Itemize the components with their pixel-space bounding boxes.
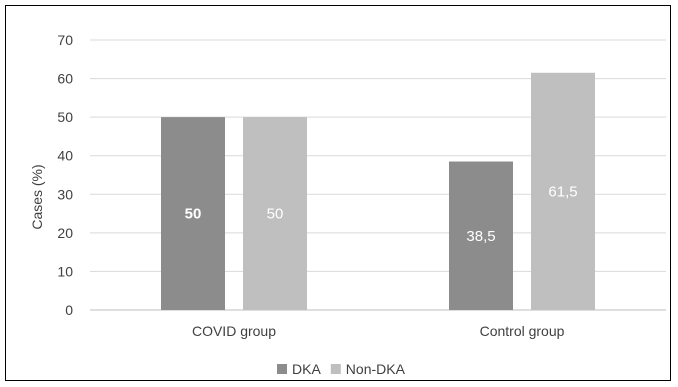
legend: DKA Non-DKA: [277, 361, 406, 377]
bar-dka-2: [449, 161, 513, 310]
y-tick-label-20: 20: [57, 225, 73, 241]
y-tick-label-40: 40: [57, 148, 73, 164]
data-label-non-dka-2: 61,5: [548, 183, 577, 200]
x-axis-categories: COVID group Control group: [192, 323, 565, 339]
y-tick-label-30: 30: [57, 186, 73, 202]
legend-swatch-dka: [277, 364, 287, 374]
y-axis-ticks: 0 10 20 30 40 50 60 70: [57, 32, 73, 318]
bars: [161, 72, 595, 311]
y-tick-label-0: 0: [65, 302, 73, 318]
y-tick-label-60: 60: [57, 71, 73, 87]
y-tick-label-10: 10: [57, 263, 73, 279]
data-labels: 50 50 38,5 61,5: [185, 183, 578, 244]
x-category-label-1: COVID group: [192, 323, 276, 339]
data-label-dka-2: 38,5: [466, 228, 495, 245]
bar-non-dka-2: [531, 72, 595, 311]
y-tick-label-70: 70: [57, 32, 73, 48]
legend-label-non-dka: Non-DKA: [346, 361, 406, 377]
data-label-non-dka-1: 50: [267, 206, 284, 223]
legend-label-dka: DKA: [292, 361, 321, 377]
x-category-label-2: Control group: [480, 323, 565, 339]
y-axis-label: Cases (%): [29, 164, 45, 229]
data-label-dka-1: 50: [185, 206, 202, 223]
legend-swatch-non-dka: [330, 364, 341, 374]
y-tick-label-50: 50: [57, 109, 73, 125]
bar-non-dka-1: [243, 117, 307, 311]
bar-dka-1: [161, 117, 225, 311]
